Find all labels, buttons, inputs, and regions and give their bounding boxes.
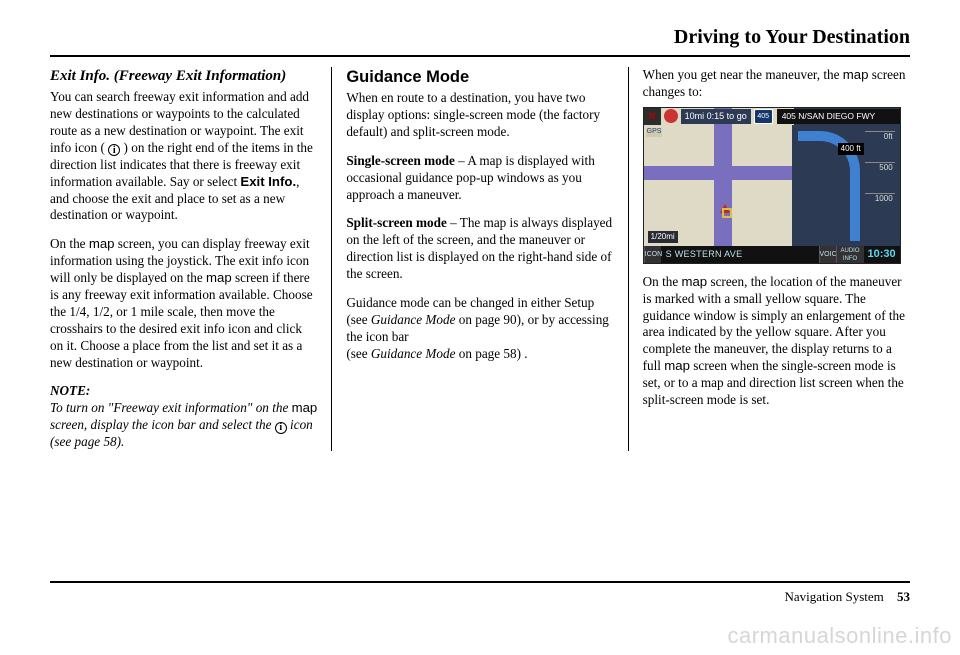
- text: on page 58) .: [455, 346, 527, 361]
- column-3: When you get near the maneuver, the map …: [629, 67, 910, 451]
- direction-icon: [664, 109, 678, 123]
- exit-info-p2: On the map screen, you can display freew…: [50, 236, 317, 371]
- exit-info-heading: Exit Info. (Freeway Exit Information): [50, 67, 317, 86]
- map-word: map: [843, 67, 869, 82]
- nav-guidance-panel: 400 ft 0ft 500 1000: [792, 125, 900, 248]
- split-screen-label: Split-screen mode: [346, 215, 446, 230]
- info-icon: i: [108, 144, 120, 156]
- voice-button: VOICE: [819, 246, 836, 263]
- nav-bottom-bar: ICON S WESTERN AVE VOICE AUDIO INFO 10:3…: [644, 246, 900, 263]
- footer: Navigation System 53: [784, 584, 910, 605]
- footer-label: Navigation System: [784, 589, 883, 604]
- route-shield: 405: [754, 109, 773, 124]
- ref-guidance-mode: Guidance Mode: [371, 346, 456, 361]
- distance-ruler: 0ft 500 1000: [865, 131, 895, 225]
- map-scale: 1/20mi: [648, 231, 678, 243]
- watermark: carmanualsonline.info: [727, 623, 952, 649]
- column-2: Guidance Mode When en route to a destina…: [332, 67, 628, 451]
- icon-button: ICON: [644, 246, 661, 263]
- street-name: S WESTERN AVE: [661, 249, 819, 261]
- maneuver-marker: [722, 208, 732, 218]
- page-title: Driving to Your Destination: [50, 26, 910, 49]
- map-word: map: [664, 358, 690, 373]
- exit-info-p1: You can search freeway exit information …: [50, 89, 317, 224]
- guidance-intro: When en route to a destination, you have…: [346, 90, 613, 141]
- map-word: map: [681, 274, 707, 289]
- text: On the: [50, 236, 89, 251]
- note-label: NOTE:: [50, 383, 317, 400]
- text: On the: [643, 274, 682, 289]
- split-screen-para: Split-screen mode – The map is always di…: [346, 215, 613, 283]
- map-word: map: [206, 270, 232, 285]
- road-name: 405 N/SAN DIEGO FWY: [777, 109, 900, 124]
- distance-label: 400 ft: [838, 143, 864, 155]
- ruler-tick: 1000: [865, 193, 895, 204]
- audio-info-button: AUDIO INFO: [836, 246, 864, 263]
- text: To turn on "Freeway exit information" on…: [50, 400, 292, 415]
- page-number: 53: [897, 589, 910, 604]
- maneuver-intro: When you get near the maneuver, the map …: [643, 67, 910, 101]
- guidance-mode-heading: Guidance Mode: [346, 67, 613, 88]
- gps-indicator: GPS: [646, 128, 663, 137]
- clock: 10:30: [864, 247, 900, 261]
- single-screen-label: Single-screen mode: [346, 153, 455, 168]
- nav-top-bar: N 10mi 0:15 to go 405 405 N/SAN DIEGO FW…: [644, 108, 900, 125]
- single-screen-para: Single-screen mode – A map is displayed …: [346, 153, 613, 204]
- exit-info-note: To turn on "Freeway exit information" on…: [50, 400, 317, 451]
- text: (see: [346, 346, 371, 361]
- ref-guidance-mode: Guidance Mode: [371, 312, 456, 327]
- map-word: map: [292, 400, 318, 415]
- text: screen, display the icon bar and select …: [50, 417, 275, 432]
- ruler-tick: 0ft: [865, 131, 895, 142]
- nav-map-area: GPS: [644, 108, 794, 248]
- compass-icon: N: [644, 108, 661, 125]
- nav-screenshot: GPS N 10mi 0:15 to go 405 405 N/SAN DIEG…: [643, 107, 901, 264]
- guidance-change-para: Guidance mode can be changed in either S…: [346, 295, 613, 363]
- exit-info-button-label: Exit Info.: [240, 174, 296, 189]
- maneuver-desc: On the map screen, the location of the m…: [643, 274, 910, 409]
- text: When you get near the maneuver, the: [643, 67, 843, 82]
- column-1: Exit Info. (Freeway Exit Information) Yo…: [50, 67, 332, 451]
- distance-eta: 10mi 0:15 to go: [681, 109, 751, 125]
- ruler-tick: 500: [865, 162, 895, 173]
- map-word: map: [89, 236, 115, 251]
- info-icon: i: [275, 422, 287, 434]
